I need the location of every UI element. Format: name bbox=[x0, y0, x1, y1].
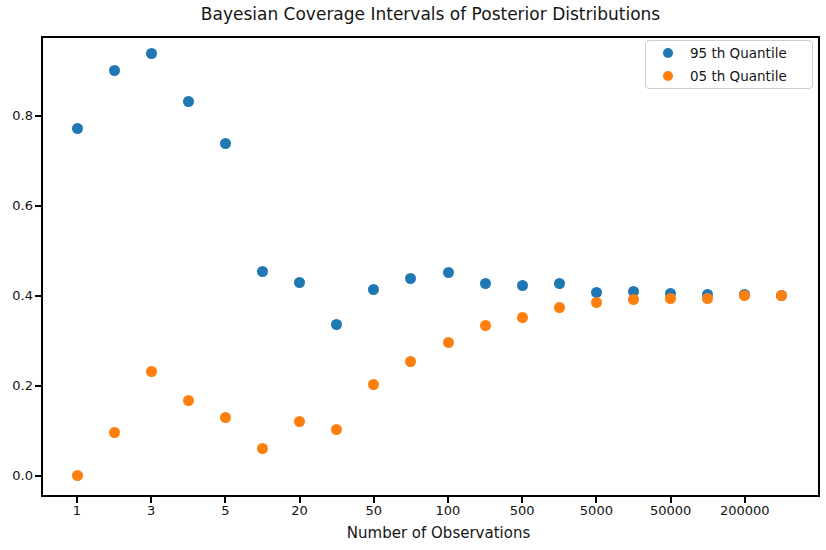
scatter-point-95th bbox=[591, 287, 602, 298]
x-tick-label: 200000 bbox=[700, 504, 790, 518]
y-tick-label: 0.0 bbox=[0, 469, 33, 483]
scatter-point-95th bbox=[220, 138, 231, 149]
legend: 95 th Quantile 05 th Quantile bbox=[645, 40, 813, 89]
legend-entry: 05 th Quantile bbox=[663, 65, 812, 88]
scatter-point-95th bbox=[443, 267, 454, 278]
plot-area bbox=[41, 36, 820, 497]
scatter-point-05th bbox=[109, 427, 120, 438]
scatter-point-95th bbox=[72, 123, 83, 134]
legend-label: 05 th Quantile bbox=[690, 68, 787, 84]
y-tick bbox=[35, 385, 41, 387]
y-tick-label: 0.8 bbox=[0, 109, 33, 123]
y-tick bbox=[35, 115, 41, 117]
scatter-point-05th bbox=[294, 416, 305, 427]
y-tick-label: 0.4 bbox=[0, 289, 33, 303]
scatter-point-05th bbox=[257, 443, 268, 454]
legend-marker-icon bbox=[663, 48, 673, 58]
scatter-point-05th bbox=[72, 470, 83, 481]
scatter-point-05th bbox=[368, 379, 379, 390]
legend-marker-icon bbox=[663, 71, 673, 81]
scatter-point-05th bbox=[517, 312, 528, 323]
x-axis-label: Number of Observations bbox=[49, 524, 826, 542]
scatter-point-95th bbox=[480, 278, 491, 289]
scatter-point-95th bbox=[146, 48, 157, 59]
legend-entry: 95 th Quantile bbox=[663, 42, 812, 65]
scatter-point-05th bbox=[146, 366, 157, 377]
scatter-point-95th bbox=[554, 278, 565, 289]
scatter-point-05th bbox=[183, 395, 194, 406]
figure: Bayesian Coverage Intervals of Posterior… bbox=[0, 0, 826, 550]
scatter-point-05th bbox=[443, 337, 454, 348]
y-tick bbox=[35, 205, 41, 207]
y-tick bbox=[35, 295, 41, 297]
scatter-point-05th bbox=[480, 320, 491, 331]
y-tick-label: 0.6 bbox=[0, 199, 33, 213]
scatter-point-05th bbox=[331, 424, 342, 435]
chart-title: Bayesian Coverage Intervals of Posterior… bbox=[41, 4, 820, 24]
legend-label: 95 th Quantile bbox=[690, 45, 787, 61]
scatter-point-95th bbox=[109, 65, 120, 76]
y-tick bbox=[35, 475, 41, 477]
scatter-point-95th bbox=[183, 96, 194, 107]
scatter-point-95th bbox=[517, 280, 528, 291]
y-tick-label: 0.2 bbox=[0, 379, 33, 393]
